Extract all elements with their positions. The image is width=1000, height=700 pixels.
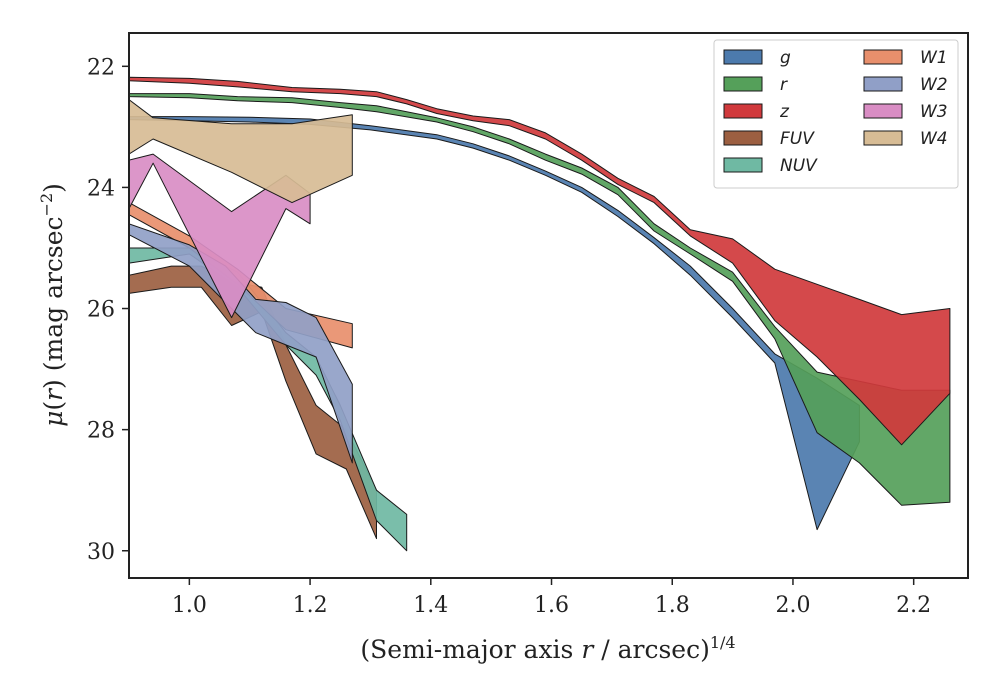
- y-axis: 22 24 26 28 30: [87, 55, 129, 565]
- y-tick-label: 24: [87, 176, 115, 201]
- legend-label-NUV: NUV: [780, 156, 818, 176]
- x-tick-label: 1.2: [293, 593, 328, 618]
- x-tick-label: 2.2: [896, 593, 931, 618]
- plot-area: [129, 76, 951, 552]
- y-tick-label: 28: [87, 419, 115, 444]
- legend-label-W1: W1: [920, 48, 948, 68]
- band-W4: [129, 99, 353, 204]
- legend-swatch-W4: [863, 130, 903, 146]
- legend-label-W4: W4: [920, 129, 948, 149]
- legend-label-r: r: [780, 75, 788, 95]
- band-z: [129, 76, 951, 446]
- y-tick-label: 26: [87, 298, 115, 323]
- legend-label-FUV: FUV: [780, 129, 815, 149]
- y-tick-label: 22: [87, 55, 115, 80]
- x-axis: 1.0 1.2 1.4 1.6 1.8 2.0 2.2: [172, 578, 931, 618]
- data-bands: [129, 76, 951, 552]
- y-tick-label: 30: [87, 540, 115, 565]
- axes-frame: [128, 32, 969, 579]
- y-axis-title: μ(r) (mag arcsec−2): [37, 183, 68, 427]
- legend-swatch-r: [723, 76, 763, 92]
- legend-swatch-FUV: [723, 130, 763, 146]
- legend-label-W3: W3: [920, 102, 948, 122]
- legend-label-W2: W2: [920, 75, 948, 95]
- legend-swatch-W3: [863, 103, 903, 119]
- x-tick-label: 1.6: [534, 593, 569, 618]
- x-tick-label: 1.8: [655, 593, 690, 618]
- legend-swatch-z: [723, 103, 763, 119]
- band-r: [129, 93, 951, 506]
- x-tick-label: 1.0: [172, 593, 207, 618]
- band-W3: [129, 153, 311, 319]
- legend-label-g: g: [780, 48, 791, 68]
- legend-swatch-W2: [863, 76, 903, 92]
- x-tick-label: 2.0: [775, 593, 810, 618]
- x-tick-label: 1.4: [413, 593, 448, 618]
- legend-label-z: z: [779, 102, 790, 122]
- legend-swatch-NUV: [723, 157, 763, 173]
- legend: grz FUV NUV W1 W2 W3 W4: [713, 39, 959, 189]
- legend-swatch-g: [723, 49, 763, 65]
- legend-swatch-W1: [863, 49, 903, 65]
- x-axis-title: (Semi-major axis r / arcsec)1/4: [360, 633, 735, 664]
